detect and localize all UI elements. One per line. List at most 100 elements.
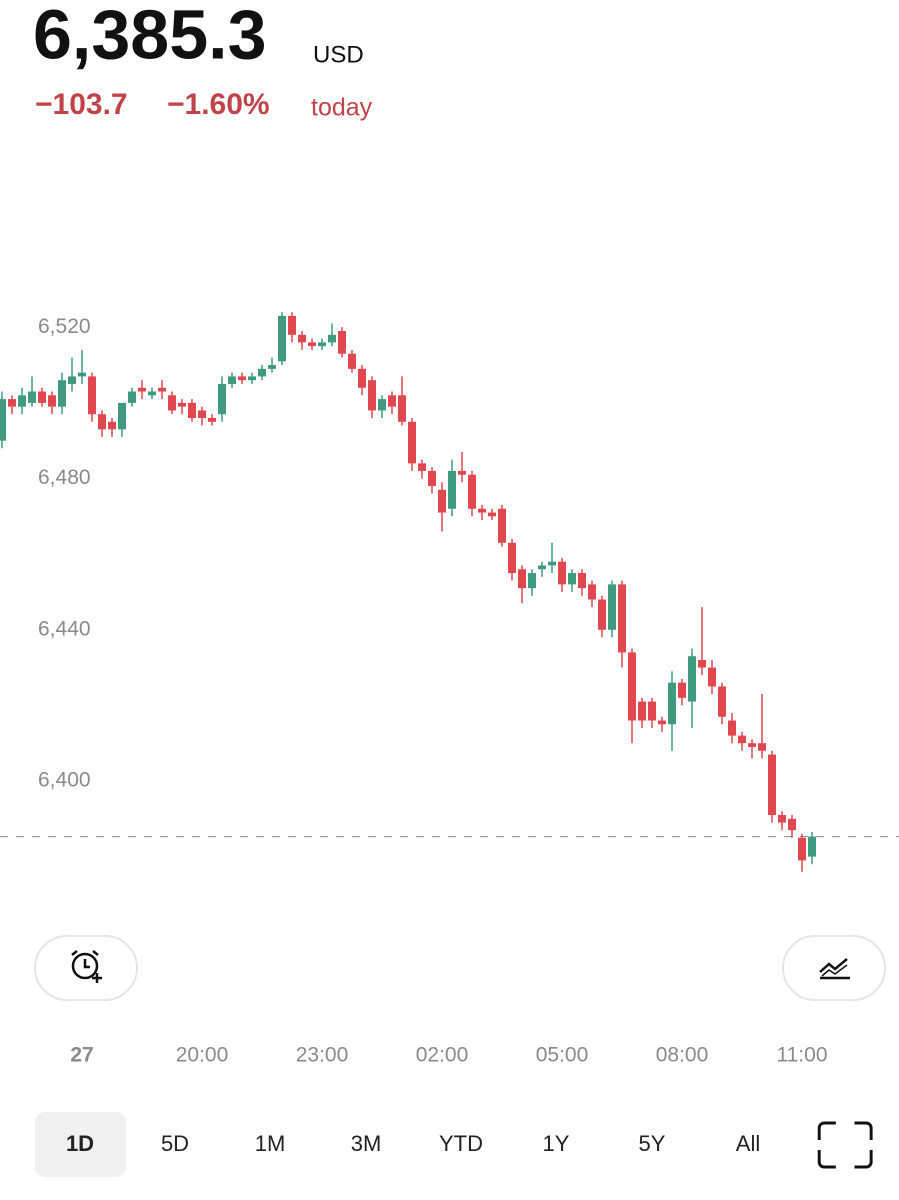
candle-body [638,701,646,721]
candle-body [98,414,106,430]
candle-body [248,376,256,381]
period: today [311,94,373,122]
candle-body [488,512,496,517]
candle-body [48,395,56,407]
candle-body [78,372,86,377]
candle-body [258,368,266,377]
candle-body [368,380,376,411]
candle-body [808,836,816,857]
candle-body [548,561,556,566]
candle-body [38,391,46,403]
candle-body [388,395,396,407]
x-tick-label: 20:00 [176,1044,229,1067]
candle-body [438,489,446,513]
chart-style-icon [819,958,850,980]
candle-body [468,474,476,509]
candle-body [28,391,36,403]
range-tab[interactable]: YTD [439,1131,483,1156]
candle-body [418,463,426,471]
candle-body [168,395,176,411]
candle-body [158,387,166,392]
candle-body [448,470,456,509]
candle-body [458,470,466,475]
y-tick-label: 6,520 [38,315,91,338]
change: −103.7 [35,88,128,121]
candle-body [428,470,436,487]
range-tab[interactable]: 5D [161,1131,189,1156]
candle-body [588,584,596,600]
plot: 6,520 6,480 6,440 6,400 27 20:00 23:00 02:00 05:… [0,312,899,1067]
candle-body [528,573,536,589]
y-tick-label: 6,480 [38,466,91,489]
x-tick-label: 11:00 [777,1044,828,1067]
candle-body [58,380,66,407]
candle-body [568,573,576,585]
candle-body [288,315,296,335]
range-tab[interactable]: 1M [255,1131,286,1156]
candle-body [788,818,796,831]
candle-body [718,686,726,717]
range-tab[interactable]: 3M [351,1131,382,1156]
candle-body [688,656,696,702]
candle-body [648,701,656,721]
candle-body [398,395,406,422]
x-tick-label: 02:00 [416,1044,469,1067]
y-tick-label: 6,400 [38,769,91,792]
currency: USD [313,41,364,68]
candle-body [798,837,806,861]
candle-body [598,599,606,630]
range-tab[interactable]: 5Y [639,1131,666,1156]
candle-body [278,315,286,362]
candle-body [358,368,366,388]
candle-body [498,508,506,543]
candle-body [318,342,326,347]
candle-body [138,387,146,392]
price: 6,385.3 [33,0,267,73]
candle-body [108,421,116,430]
candle-body [618,584,626,653]
candle-body [198,410,206,418]
selected-range-bg [35,1112,126,1177]
candle-body [758,743,766,751]
x-tick-label: 23:00 [296,1044,349,1067]
candle-body [208,418,216,422]
candle-body [68,376,76,384]
candle-body [708,667,716,687]
candle-body [518,569,526,589]
fullscreen-button[interactable] [817,1121,873,1169]
candle-body [478,508,486,513]
candle-body [18,395,26,407]
candle-body [678,682,686,698]
candle-body [338,331,346,354]
x-tick-label: 08:00 [656,1044,709,1067]
candle-body [218,383,226,415]
candle-body [778,815,786,823]
candle-body [608,584,616,630]
x-tick-label: 27 [70,1044,93,1067]
candle-body [228,376,236,384]
candle-body [738,735,746,744]
alert-icon [71,950,102,983]
candle-body [508,542,516,574]
candle-body [298,334,306,343]
candle-body [118,402,126,430]
range-tabs: 1D 5D 1M 3M YTD 1Y 5Y All [66,1131,760,1156]
candle-body [658,720,666,725]
candle-body [698,660,706,668]
candle-body [328,334,336,343]
candle-body [348,353,356,369]
candle-body [668,682,676,725]
range-tab[interactable]: All [736,1131,760,1156]
range-tab[interactable]: 1D [66,1131,94,1156]
candle-body [768,754,776,816]
candle-body [148,391,156,396]
candle-body [178,402,186,407]
range-tab[interactable]: 1Y [543,1131,570,1156]
x-tick-label: 05:00 [536,1044,589,1067]
candle-body [88,376,96,415]
candle-body [558,561,566,585]
candle-body [268,365,276,369]
candle-body [728,720,736,736]
y-tick-label: 6,440 [38,617,91,640]
